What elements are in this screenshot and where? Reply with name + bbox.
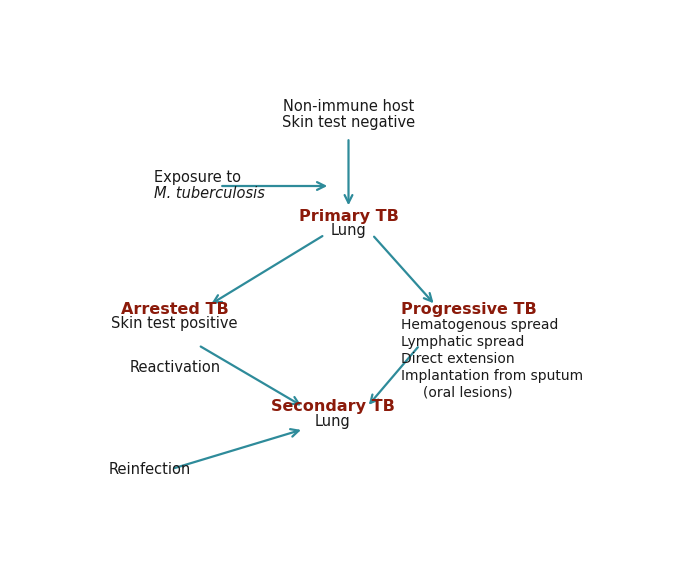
Text: Non-immune host: Non-immune host xyxy=(283,99,414,114)
Text: Secondary TB: Secondary TB xyxy=(271,400,394,414)
Text: Lymphatic spread: Lymphatic spread xyxy=(401,335,524,349)
Text: Direct extension: Direct extension xyxy=(401,352,515,366)
Text: Lung: Lung xyxy=(315,414,351,429)
Text: Reinfection: Reinfection xyxy=(109,462,191,477)
Text: Implantation from sputum: Implantation from sputum xyxy=(401,369,583,383)
Text: Arrested TB: Arrested TB xyxy=(121,302,228,317)
Text: Exposure to: Exposure to xyxy=(154,170,241,185)
Text: Hematogenous spread: Hematogenous spread xyxy=(401,318,558,332)
Text: Reactivation: Reactivation xyxy=(130,360,221,375)
Text: M. tuberculosis: M. tuberculosis xyxy=(154,186,265,201)
Text: Progressive TB: Progressive TB xyxy=(401,302,537,317)
Text: Skin test positive: Skin test positive xyxy=(112,316,238,331)
Text: Skin test negative: Skin test negative xyxy=(282,115,415,130)
Text: Primary TB: Primary TB xyxy=(299,210,398,224)
Text: Lung: Lung xyxy=(330,223,367,238)
Text: (oral lesions): (oral lesions) xyxy=(401,385,513,400)
